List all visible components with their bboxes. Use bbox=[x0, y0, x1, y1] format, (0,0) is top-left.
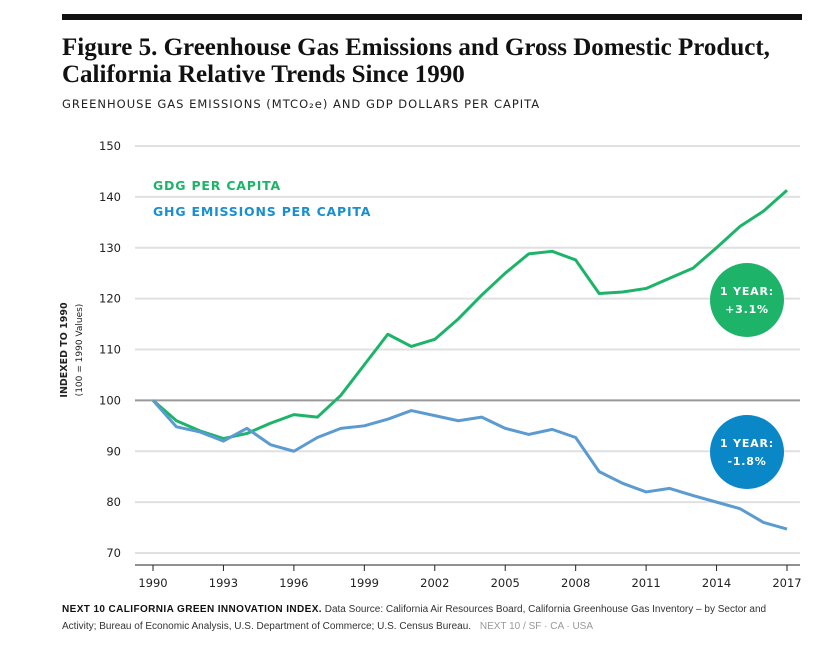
x-tick-label: 1993 bbox=[209, 576, 238, 590]
y-tick-label: 120 bbox=[99, 292, 121, 306]
legend-label-gdp: GDG PER CAPITA bbox=[153, 178, 281, 193]
annotation-badge bbox=[710, 415, 784, 489]
annotation-value: +3.1% bbox=[725, 303, 769, 316]
y-tick-label: 130 bbox=[99, 241, 121, 255]
annotation-label: 1 YEAR: bbox=[720, 285, 774, 298]
annotation-label: 1 YEAR: bbox=[720, 437, 774, 450]
footer-brand: NEXT 10 / SF · CA · USA bbox=[479, 621, 594, 632]
y-tick-label: 70 bbox=[106, 546, 121, 560]
chart-subtitle: GREENHOUSE GAS EMISSIONS (MTCO₂e) AND GD… bbox=[62, 97, 541, 111]
series-line-gdp bbox=[152, 189, 788, 441]
annotation-badge bbox=[710, 263, 784, 337]
y-axis-label: INDEXED TO 1990 bbox=[59, 302, 70, 398]
x-tick-label: 2011 bbox=[631, 576, 660, 590]
legend-label-ghg: GHG EMISSIONS PER CAPITA bbox=[153, 204, 371, 219]
chart-title: Figure 5. Greenhouse Gas Emissions and G… bbox=[62, 34, 770, 88]
y-tick-label: 90 bbox=[106, 444, 121, 458]
x-tick-label: 1990 bbox=[138, 576, 167, 590]
y-axis-sublabel: (100 = 1990 Values) bbox=[75, 304, 85, 397]
y-tick-label: 100 bbox=[99, 393, 121, 407]
footer-bold: NEXT 10 CALIFORNIA GREEN INNOVATION INDE… bbox=[62, 604, 322, 615]
x-tick-label: 2008 bbox=[561, 576, 590, 590]
x-tick-label: 1996 bbox=[279, 576, 308, 590]
y-tick-label: 150 bbox=[99, 139, 121, 153]
x-tick-label: 2002 bbox=[420, 576, 449, 590]
series-line-ghg bbox=[151, 399, 788, 531]
annotation-value: -1.8% bbox=[727, 455, 766, 468]
y-tick-label: 110 bbox=[99, 343, 121, 357]
top-rule bbox=[62, 14, 802, 20]
x-tick-label: 2014 bbox=[702, 576, 731, 590]
y-tick-label: 80 bbox=[106, 495, 121, 509]
x-tick-label: 2005 bbox=[491, 576, 520, 590]
x-tick-label: 2017 bbox=[772, 576, 801, 590]
footer-text: Data Source: California Air Resources Bo… bbox=[62, 604, 767, 632]
x-tick-label: 1999 bbox=[350, 576, 379, 590]
footer-source: NEXT 10 CALIFORNIA GREEN INNOVATION INDE… bbox=[62, 601, 802, 635]
y-tick-label: 140 bbox=[99, 190, 121, 204]
